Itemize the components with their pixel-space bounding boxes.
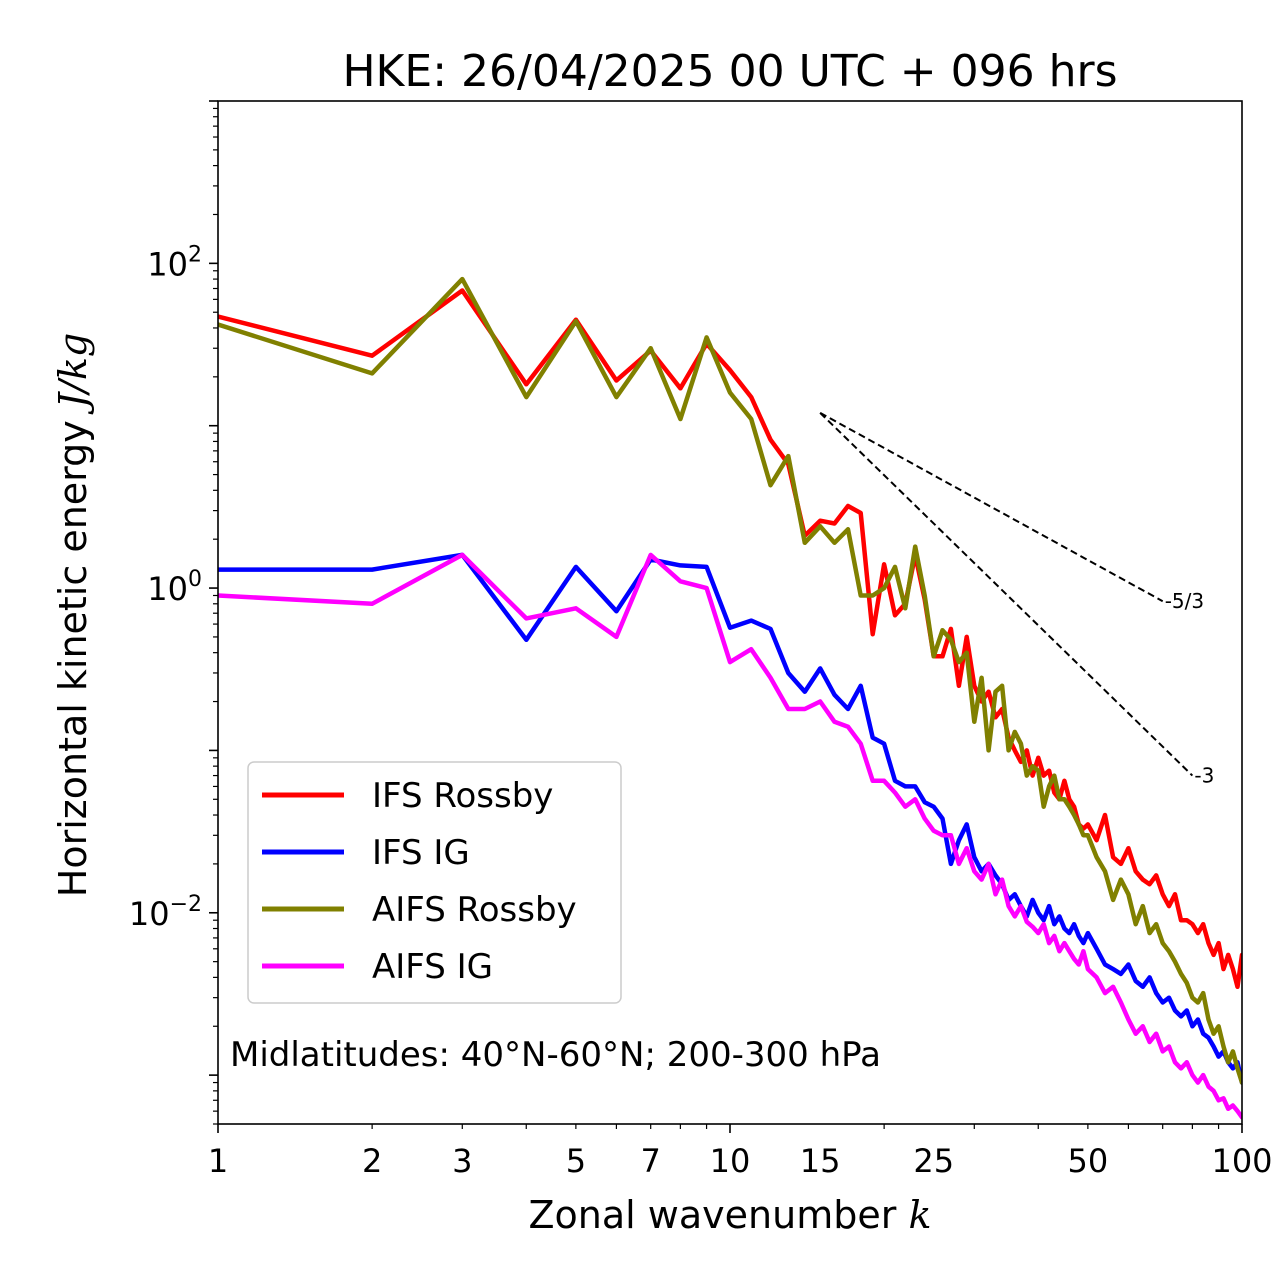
reference-line-label-5-3: -5/3 xyxy=(1165,589,1204,613)
reference-line-labels: -5/3 -3 xyxy=(1165,589,1215,787)
legend-label-aifs-rossby: AIFS Rossby xyxy=(372,890,577,930)
y-tick-label: 10−2 xyxy=(129,892,202,933)
x-tick-label: 15 xyxy=(800,1142,841,1180)
y-axis-label: Horizontal kinetic energy J/kg xyxy=(51,333,95,897)
series-lines xyxy=(218,276,1242,1120)
series-line-aifs-rossby xyxy=(218,276,1242,1085)
x-tick-label: 1 xyxy=(208,1142,228,1180)
y-axis-ticks: 10−2 100 102 xyxy=(129,100,218,1125)
legend-label-ifs-ig: IFS IG xyxy=(372,833,470,873)
chart-title: HKE: 26/04/2025 00 UTC + 096 hrs xyxy=(342,46,1117,97)
y-tick-label: 102 xyxy=(147,242,202,283)
region-annotation: Midlatitudes: 40°N-60°N; 200-300 hPa xyxy=(230,1035,881,1075)
x-tick-label: 2 xyxy=(362,1142,382,1180)
x-tick-label: 100 xyxy=(1211,1142,1272,1180)
x-tick-label: 7 xyxy=(641,1142,661,1180)
x-axis-label: Zonal wavenumber k xyxy=(529,1193,932,1237)
reference-lines xyxy=(819,411,1194,777)
reference-line-5-3 xyxy=(819,411,1164,603)
legend-box xyxy=(247,761,622,1004)
y-tick-label: 100 xyxy=(147,567,202,608)
legend-label-ifs-rossby: IFS Rossby xyxy=(372,776,553,816)
legend-label-aifs-ig: AIFS IG xyxy=(372,947,493,987)
series-line-aifs-ig xyxy=(218,552,1242,1120)
x-tick-label: 3 xyxy=(452,1142,472,1180)
x-tick-label: 10 xyxy=(710,1142,751,1180)
reference-line-label-3: -3 xyxy=(1194,764,1214,788)
legend: IFS Rossby IFS IG AIFS Rossby AIFS IG xyxy=(247,761,622,1004)
x-tick-label: 5 xyxy=(566,1142,586,1180)
reference-line-3 xyxy=(819,412,1194,777)
x-tick-label: 50 xyxy=(1068,1142,1109,1180)
x-tick-label: 25 xyxy=(913,1142,954,1180)
x-axis-ticks: 1 2 3 5 7 10 15 25 50 100 xyxy=(208,1124,1273,1180)
